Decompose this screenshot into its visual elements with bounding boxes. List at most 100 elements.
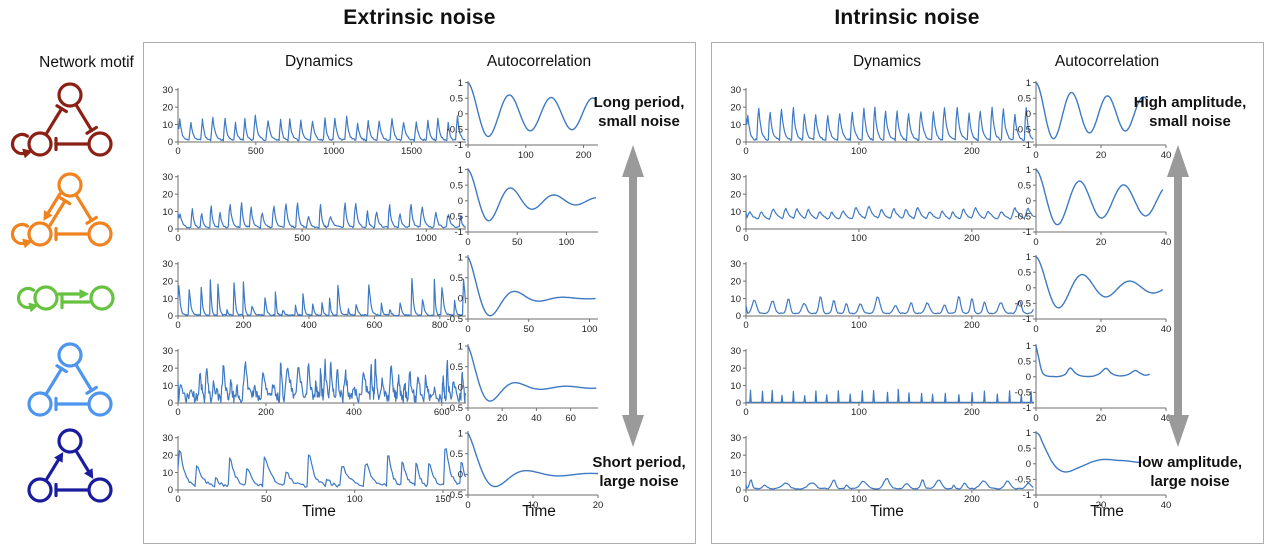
svg-text:20: 20 bbox=[730, 189, 741, 200]
svg-text:500: 500 bbox=[294, 233, 310, 244]
autocorrelation-time-axis-label: Time bbox=[1090, 503, 1124, 520]
svg-text:800: 800 bbox=[432, 320, 448, 331]
intrinsic-dynamics-plot-4: 0 100 200 0 10 20 30 bbox=[720, 344, 1040, 418]
svg-text:1000: 1000 bbox=[323, 146, 344, 157]
svg-text:30: 30 bbox=[162, 433, 173, 444]
svg-text:0: 0 bbox=[175, 146, 180, 157]
svg-text:0: 0 bbox=[1026, 283, 1031, 294]
svg-text:100: 100 bbox=[518, 150, 534, 161]
svg-text:20: 20 bbox=[1096, 413, 1107, 424]
svg-text:0: 0 bbox=[1026, 196, 1031, 207]
svg-text:30: 30 bbox=[162, 259, 173, 270]
svg-text:30: 30 bbox=[730, 346, 741, 357]
extrinsic-dynamics-plot-1: 0 500 1000 1500 0 10 20 30 bbox=[152, 83, 472, 157]
svg-text:0: 0 bbox=[168, 398, 173, 409]
svg-text:0: 0 bbox=[736, 137, 741, 148]
svg-text:0: 0 bbox=[1033, 413, 1038, 424]
svg-text:0: 0 bbox=[1033, 500, 1038, 511]
svg-text:60: 60 bbox=[565, 413, 576, 424]
svg-text:0: 0 bbox=[465, 150, 470, 161]
svg-text:-1: -1 bbox=[1023, 140, 1031, 151]
intrinsic-dynamics-plot-2: 0 100 200 0 10 20 30 bbox=[720, 170, 1040, 244]
svg-text:0: 0 bbox=[1033, 150, 1038, 161]
short-period-large-noise-label: Short period, large noise bbox=[592, 454, 686, 490]
svg-text:20: 20 bbox=[497, 413, 508, 424]
svg-text:-1: -1 bbox=[1023, 227, 1031, 238]
svg-text:0: 0 bbox=[743, 407, 748, 418]
svg-text:20: 20 bbox=[162, 276, 173, 287]
extrinsic-autocorrelation-plot-3: 0 50 100 1 0.5 0 -0.5 bbox=[440, 251, 608, 335]
intrinsic-dynamics-plot-5: 0 100 200 0 10 20 30 bbox=[720, 431, 1040, 505]
intrinsic-dynamics-plot-1: 0 100 200 0 10 20 30 bbox=[720, 83, 1040, 157]
svg-text:0: 0 bbox=[736, 398, 741, 409]
svg-text:0: 0 bbox=[736, 224, 741, 235]
extrinsic-autocorrelation-plot-2: 0 50 100 1 0.5 0 -0.5 -1 bbox=[440, 164, 608, 248]
svg-text:200: 200 bbox=[964, 494, 980, 505]
svg-text:150: 150 bbox=[435, 494, 451, 505]
svg-text:20: 20 bbox=[162, 363, 173, 374]
svg-text:0.5: 0.5 bbox=[1018, 356, 1031, 367]
svg-text:20: 20 bbox=[162, 189, 173, 200]
low-amplitude-large-noise-label: low amplitude, large noise bbox=[1137, 454, 1243, 490]
svg-text:-0.5: -0.5 bbox=[447, 314, 463, 325]
svg-text:30: 30 bbox=[730, 259, 741, 270]
svg-text:0: 0 bbox=[168, 137, 173, 148]
updown-arrow-icon bbox=[1167, 145, 1189, 447]
svg-text:1: 1 bbox=[1026, 341, 1031, 352]
svg-text:50: 50 bbox=[261, 494, 272, 505]
svg-text:10: 10 bbox=[528, 500, 539, 511]
motif-two-node-green bbox=[10, 250, 135, 345]
svg-text:10: 10 bbox=[730, 381, 741, 392]
svg-text:0.5: 0.5 bbox=[1018, 267, 1031, 278]
svg-text:0: 0 bbox=[1033, 237, 1038, 248]
svg-text:40: 40 bbox=[1161, 237, 1172, 248]
extrinsic-dynamics-plot-4: 0 200 400 600 0 10 20 30 bbox=[152, 344, 472, 418]
extrinsic-noise-title: Extrinsic noise bbox=[343, 6, 496, 29]
svg-text:400: 400 bbox=[346, 407, 362, 418]
extrinsic-autocorrelation-plot-5: 0 10 20 1 0.5 0 -0.5 bbox=[440, 427, 608, 511]
svg-text:200: 200 bbox=[964, 146, 980, 157]
svg-text:-0.5: -0.5 bbox=[447, 125, 463, 136]
svg-text:40: 40 bbox=[1161, 413, 1172, 424]
svg-text:20: 20 bbox=[1096, 150, 1107, 161]
svg-text:50: 50 bbox=[512, 237, 523, 248]
svg-text:10: 10 bbox=[162, 120, 173, 131]
svg-text:10: 10 bbox=[162, 294, 173, 305]
svg-text:0: 0 bbox=[465, 500, 470, 511]
svg-text:0: 0 bbox=[465, 237, 470, 248]
svg-text:1500: 1500 bbox=[401, 146, 422, 157]
motif-repressilator-lightblue bbox=[10, 338, 135, 433]
extrinsic-autocorrelation-plot-4: 0 20 40 60 1 0.5 0 -0.5 bbox=[440, 340, 608, 424]
svg-text:40: 40 bbox=[531, 413, 542, 424]
svg-text:0: 0 bbox=[168, 485, 173, 496]
svg-text:-0.5: -0.5 bbox=[1015, 212, 1031, 223]
svg-text:10: 10 bbox=[730, 294, 741, 305]
svg-text:0.5: 0.5 bbox=[450, 449, 463, 460]
svg-text:0: 0 bbox=[465, 413, 470, 424]
long-period-small-noise-label: Long period, small noise bbox=[593, 94, 685, 130]
svg-text:100: 100 bbox=[851, 320, 867, 331]
svg-text:0: 0 bbox=[736, 311, 741, 322]
svg-text:0: 0 bbox=[175, 407, 180, 418]
svg-text:0: 0 bbox=[743, 233, 748, 244]
motif-repressilator-activation-orange bbox=[10, 168, 135, 263]
svg-text:1: 1 bbox=[1026, 78, 1031, 89]
svg-text:10: 10 bbox=[730, 120, 741, 131]
svg-text:500: 500 bbox=[248, 146, 264, 157]
motif-repressilator-autoregulation-red bbox=[10, 78, 135, 173]
svg-text:40: 40 bbox=[1161, 500, 1172, 511]
dynamics-time-axis-label: Time bbox=[302, 503, 336, 520]
svg-text:100: 100 bbox=[851, 233, 867, 244]
svg-text:-0.5: -0.5 bbox=[1015, 475, 1031, 486]
svg-text:0.5: 0.5 bbox=[450, 180, 463, 191]
svg-text:0: 0 bbox=[458, 109, 463, 120]
svg-text:0.5: 0.5 bbox=[1018, 180, 1031, 191]
svg-text:200: 200 bbox=[964, 233, 980, 244]
svg-text:100: 100 bbox=[582, 324, 598, 335]
svg-text:0.5: 0.5 bbox=[450, 362, 463, 373]
svg-text:-0.5: -0.5 bbox=[1015, 125, 1031, 136]
svg-text:-0.5: -0.5 bbox=[447, 403, 463, 414]
svg-text:1: 1 bbox=[458, 341, 463, 352]
svg-text:20: 20 bbox=[1096, 324, 1107, 335]
svg-text:-0.5: -0.5 bbox=[447, 212, 463, 223]
